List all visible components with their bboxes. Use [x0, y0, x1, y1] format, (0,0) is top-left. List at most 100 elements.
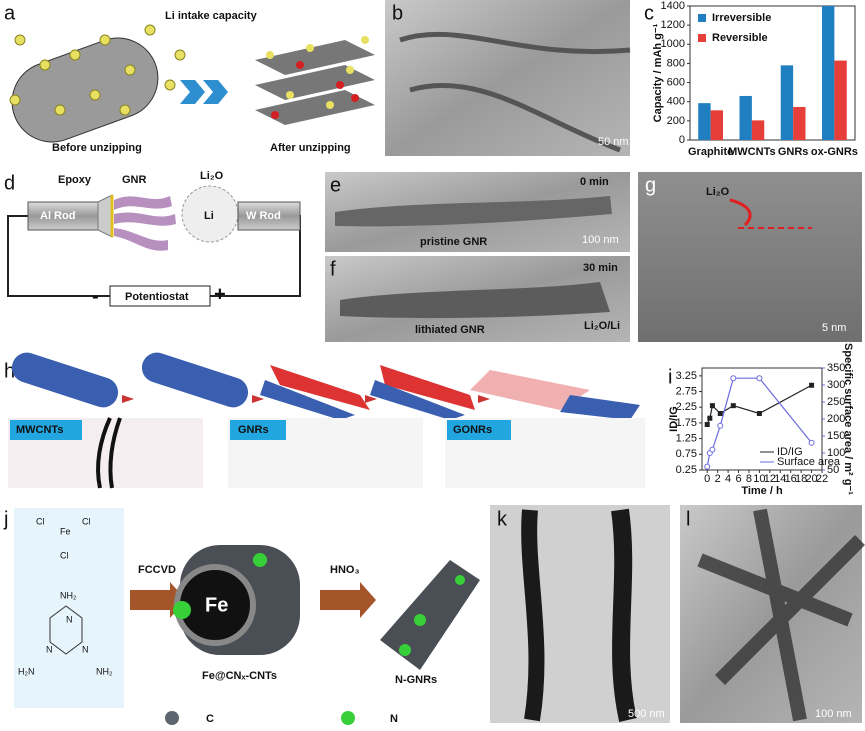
panel-label: g [645, 174, 656, 196]
annotation: Epoxy [58, 174, 92, 186]
x-tick-label: 20 [805, 473, 817, 485]
y2-tick-label: 200 [827, 413, 845, 425]
unzipping-sequence [11, 352, 640, 420]
bar [751, 120, 765, 140]
scale-bar-label: 100 nm [815, 708, 852, 720]
marker [730, 375, 737, 382]
tube-wall [96, 417, 122, 489]
arrow [729, 198, 752, 227]
y-tick-label: 1.75 [676, 417, 697, 429]
series-line [706, 384, 812, 425]
y-tick-label: 1200 [661, 19, 685, 31]
panel-label: j [3, 508, 8, 530]
tube [611, 508, 637, 723]
panel-d: d Epoxy GNR Li₂O Li Al Rod W Rod Potenti… [4, 170, 301, 307]
x-tick-label: 12 [764, 473, 776, 485]
legend-label: Reversible [712, 32, 768, 44]
marker [704, 421, 710, 427]
ribbons [697, 508, 865, 722]
panel-label: f [330, 258, 336, 280]
y-tick-label: 800 [667, 57, 685, 69]
panel-label: d [4, 172, 15, 194]
panel-c: c [644, 2, 654, 24]
tube [521, 509, 545, 722]
n-atom [414, 614, 426, 626]
rod-label: Al Rod [40, 210, 75, 222]
annotation: Li₂O [706, 186, 730, 198]
panel-label: a [4, 2, 16, 24]
x-tick-label: 6 [735, 473, 741, 485]
y2-tick-label: 350 [827, 362, 845, 374]
instrument-label: Potentiostat [125, 291, 189, 303]
y2-tick-label: 300 [827, 379, 845, 391]
bar [698, 103, 711, 140]
marker [809, 382, 815, 388]
marker [808, 439, 815, 446]
bar [793, 106, 806, 140]
gnr-ribbons [114, 196, 176, 251]
n-atom [173, 601, 191, 619]
process-label: HNO₃ [330, 564, 360, 576]
y-tick-label: 2.75 [676, 385, 697, 397]
x-tick-label: Graphite [688, 146, 733, 158]
legend-swatch [341, 711, 355, 725]
y-tick-label: 400 [667, 96, 685, 108]
n-atom [399, 644, 411, 656]
caption: Fe@CNₓ-CNTs [202, 670, 277, 682]
panel-b: b 50 nm [385, 0, 631, 156]
legend-swatch [698, 34, 706, 42]
legend-swatch [698, 14, 706, 22]
marker [730, 403, 736, 409]
unzipped-layers [255, 36, 375, 125]
y2-tick-label: 100 [827, 447, 845, 459]
x-tick-label: 10 [753, 473, 765, 485]
y-tick-label: 0 [679, 134, 685, 146]
x-tick-label: 14 [774, 473, 786, 485]
x-tick-label: GNRs [778, 146, 809, 158]
panel-label: h [4, 360, 15, 382]
y-tick-label: 1000 [661, 38, 685, 50]
n-atom [253, 553, 267, 567]
marker [756, 375, 763, 382]
caption: After unzipping [270, 142, 351, 154]
tag [230, 420, 286, 440]
annotation: Li intake capacity [165, 10, 258, 22]
y-axis-label: Capacity / mAh g⁻¹ [652, 23, 664, 122]
legend-label: N [390, 713, 398, 725]
legend-swatch [165, 711, 179, 725]
polarity: - [92, 285, 99, 307]
marker [709, 403, 715, 409]
legend-label: Irreversible [712, 12, 771, 24]
y-tick-label: 200 [667, 115, 685, 127]
panel-g: g Li₂O 5 nm [638, 172, 862, 342]
x-tick-label: 8 [746, 473, 752, 485]
y-tick-label: 0.25 [676, 464, 697, 476]
y2-tick-label: 250 [827, 396, 845, 408]
marker [707, 415, 713, 421]
ring [49, 605, 83, 655]
marker [704, 463, 711, 470]
marker [756, 411, 762, 417]
panel-e: e 0 min pristine GNR 100 nm [325, 172, 630, 252]
panel-f: f 30 min lithiated GNR Li₂O/Li [325, 256, 630, 342]
w-rod [237, 201, 301, 231]
x-tick-label: 16 [785, 473, 797, 485]
scale-bar-label: 500 nm [628, 708, 665, 720]
ribbon [335, 196, 612, 227]
annotation: 0 min [580, 176, 609, 188]
tag-label: GONRs [453, 424, 492, 436]
atom: N [66, 614, 73, 624]
panel-j: j Cl Fe Cl Cl NH₂ N N N H₂N NH₂ FCCVD HN… [3, 508, 480, 725]
rod-tip [97, 194, 113, 238]
tag [447, 420, 511, 440]
bar [834, 60, 847, 140]
arrow [203, 80, 228, 104]
tem-image [385, 0, 630, 156]
bar [780, 65, 794, 140]
atom: Cl [82, 516, 91, 526]
atom: N [82, 644, 89, 654]
panel-label: i [668, 366, 672, 388]
scale-bar-label: 5 nm [822, 322, 846, 334]
legend-label: Surface area [777, 456, 841, 468]
